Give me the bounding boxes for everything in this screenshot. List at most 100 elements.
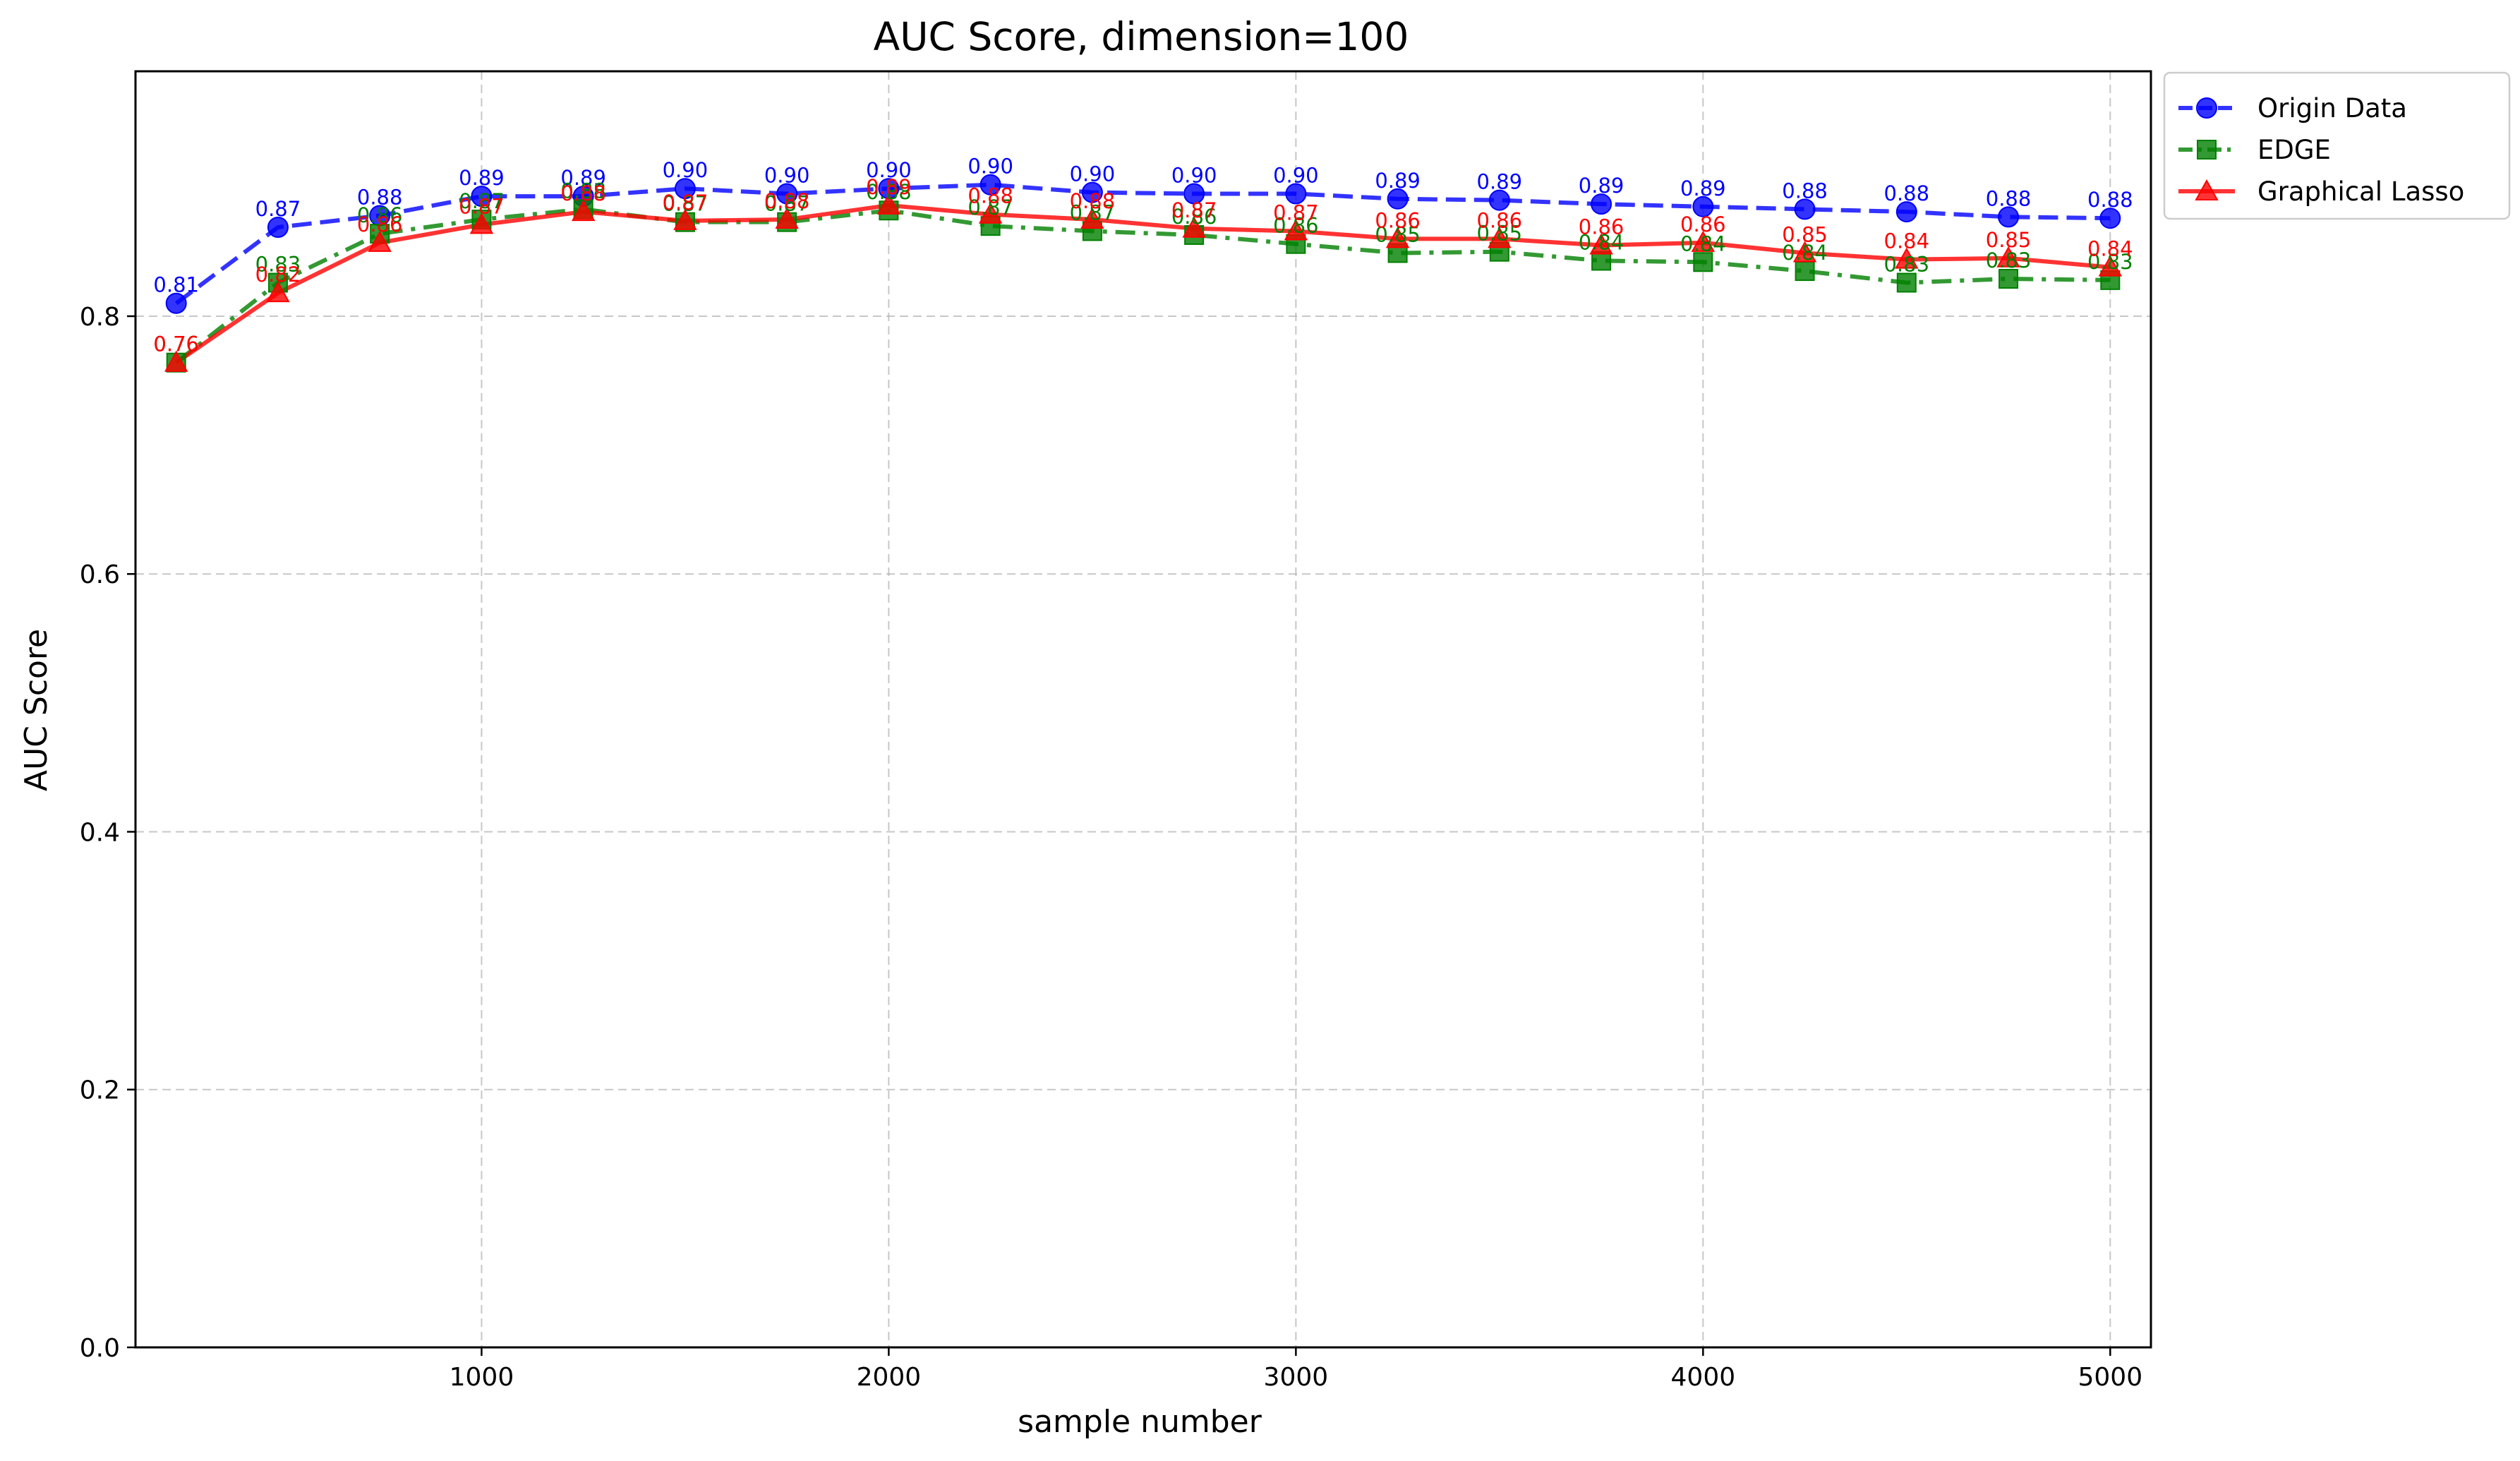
data-label-origin-data: 0.89	[1477, 170, 1523, 194]
data-label-edge: 0.85	[1375, 223, 1421, 247]
data-label-graphical-lasso: 0.82	[255, 263, 301, 287]
data-label-origin-data: 0.89	[459, 166, 505, 190]
legend-marker	[2195, 179, 2219, 200]
data-label-graphical-lasso: 0.86	[1579, 215, 1624, 239]
data-point-origin-data	[979, 174, 1001, 196]
data-label-edge: 0.87	[459, 189, 505, 213]
data-label-graphical-lasso: 0.89	[866, 175, 912, 199]
data-point-graphical-lasso	[978, 202, 1003, 224]
data-label-graphical-lasso: 0.76	[153, 332, 199, 356]
data-point-graphical-lasso	[1996, 246, 2020, 267]
series-line-edge	[174, 207, 2111, 365]
data-point-origin-data	[1794, 198, 1816, 220]
y-tick-label: 0.8	[80, 303, 120, 332]
data-label-graphical-lasso: 0.87	[459, 194, 505, 218]
legend-item-edge[interactable]: EDGE	[2178, 135, 2331, 165]
legend-label: Graphical Lasso	[2257, 176, 2464, 207]
data-label-graphical-lasso: 0.84	[2087, 237, 2133, 261]
data-point-edge	[1896, 272, 1917, 293]
data-label-graphical-lasso: 0.88	[1070, 189, 1116, 213]
y-tick-label: 0.0	[80, 1334, 120, 1363]
data-point-graphical-lasso	[1385, 227, 1410, 248]
data-label-edge: 0.86	[357, 203, 403, 227]
data-point-graphical-lasso	[673, 208, 697, 230]
data-label-edge: 0.87	[967, 196, 1013, 220]
series-lines	[174, 182, 2111, 365]
x-tick-label: 3000	[1264, 1363, 1329, 1392]
data-label-origin-data: 0.90	[1273, 163, 1319, 187]
data-point-origin-data	[1488, 189, 1510, 211]
data-label-origin-data: 0.90	[967, 155, 1013, 179]
data-label-origin-data: 0.88	[1884, 181, 1930, 205]
data-label-graphical-lasso: 0.87	[1171, 198, 1217, 222]
series-line-graphical-lasso	[175, 203, 2111, 365]
data-label-origin-data: 0.90	[1070, 162, 1116, 186]
legend-marker	[2196, 97, 2217, 119]
data-point-origin-data	[1183, 183, 1205, 205]
data-point-graphical-lasso	[266, 281, 290, 303]
data-label-graphical-lasso: 0.87	[663, 191, 709, 215]
x-tick-label: 2000	[857, 1363, 922, 1392]
data-label-graphical-lasso: 0.86	[1680, 212, 1726, 236]
legend-item-origin-data[interactable]: Origin Data	[2178, 93, 2407, 124]
data-label-graphical-lasso: 0.87	[1273, 200, 1319, 224]
data-label-edge: 0.88	[866, 180, 912, 204]
grid-lines	[135, 71, 2151, 1348]
legend[interactable]: Origin Data EDGE Graphical Lasso	[2163, 71, 2511, 220]
data-point-origin-data	[776, 183, 798, 205]
data-label-edge: 0.83	[1884, 253, 1930, 277]
data-label-origin-data: 0.89	[1680, 176, 1726, 200]
legend-item-graphical-lasso[interactable]: Graphical Lasso	[2178, 176, 2464, 207]
data-label-origin-data: 0.88	[2087, 188, 2133, 212]
data-label-edge: 0.87	[764, 192, 810, 216]
y-axis-label: AUC Score	[18, 629, 54, 791]
x-tick-label: 5000	[2078, 1363, 2142, 1392]
data-label-graphical-lasso: 0.86	[1375, 208, 1421, 232]
data-point-edge	[1693, 252, 1713, 272]
data-point-edge	[1795, 261, 1815, 282]
data-point-graphical-lasso	[1589, 233, 1613, 255]
data-label-graphical-lasso: 0.88	[560, 181, 606, 205]
data-label-graphical-lasso: 0.85	[1986, 228, 2032, 252]
x-tick-label: 1000	[450, 1363, 514, 1392]
data-label-edge: 0.84	[1579, 230, 1624, 254]
data-label-edge: 0.88	[560, 179, 606, 203]
chart-title: AUC Score, dimension=100	[874, 14, 1409, 59]
plot-area-frame	[134, 70, 2152, 1349]
data-label-edge: 0.83	[1986, 248, 2032, 272]
data-point-graphical-lasso	[469, 212, 494, 234]
data-label-edge: 0.84	[1782, 241, 1828, 265]
data-labels: 0.810.87 0.880.89 0.89 0.90 0.90 0.90 0.90 0.90…	[153, 155, 2133, 356]
data-point-graphical-lasso	[1792, 241, 1817, 263]
data-label-origin-data: 0.90	[1171, 163, 1217, 187]
data-point-graphical-lasso	[1182, 216, 1206, 238]
data-point-origin-data	[2099, 208, 2121, 229]
data-point-graphical-lasso	[876, 193, 901, 215]
data-label-graphical-lasso: 0.85	[1782, 223, 1828, 247]
data-label-edge: 0.87	[1070, 200, 1116, 224]
data-point-origin-data	[1998, 206, 2020, 228]
data-label-origin-data: 0.89	[560, 166, 606, 190]
data-label-origin-data: 0.87	[255, 197, 301, 221]
data-point-graphical-lasso	[1080, 207, 1104, 229]
data-label-edge: 0.86	[1171, 205, 1217, 229]
data-label-graphical-lasso: 0.86	[1477, 208, 1523, 232]
data-label-edge: 0.86	[1273, 214, 1319, 238]
data-label-edge: 0.85	[1477, 222, 1523, 246]
data-point-graphical-lasso	[368, 230, 392, 252]
data-point-origin-data	[1692, 196, 1714, 217]
data-point-origin-data	[1591, 193, 1612, 215]
data-label-edge: 0.84	[1680, 232, 1726, 255]
data-label-graphical-lasso: 0.88	[967, 184, 1013, 208]
series-markers	[164, 174, 2123, 373]
data-label-origin-data: 0.88	[1782, 179, 1828, 203]
data-point-graphical-lasso	[775, 207, 799, 229]
legend-marker	[2197, 140, 2217, 160]
data-point-graphical-lasso	[1488, 227, 1512, 248]
data-label-edge: 0.83	[255, 253, 301, 277]
data-label-edge: 0.76	[153, 332, 199, 356]
data-label-graphical-lasso: 0.84	[1884, 229, 1930, 253]
data-label-origin-data: 0.90	[866, 158, 912, 182]
